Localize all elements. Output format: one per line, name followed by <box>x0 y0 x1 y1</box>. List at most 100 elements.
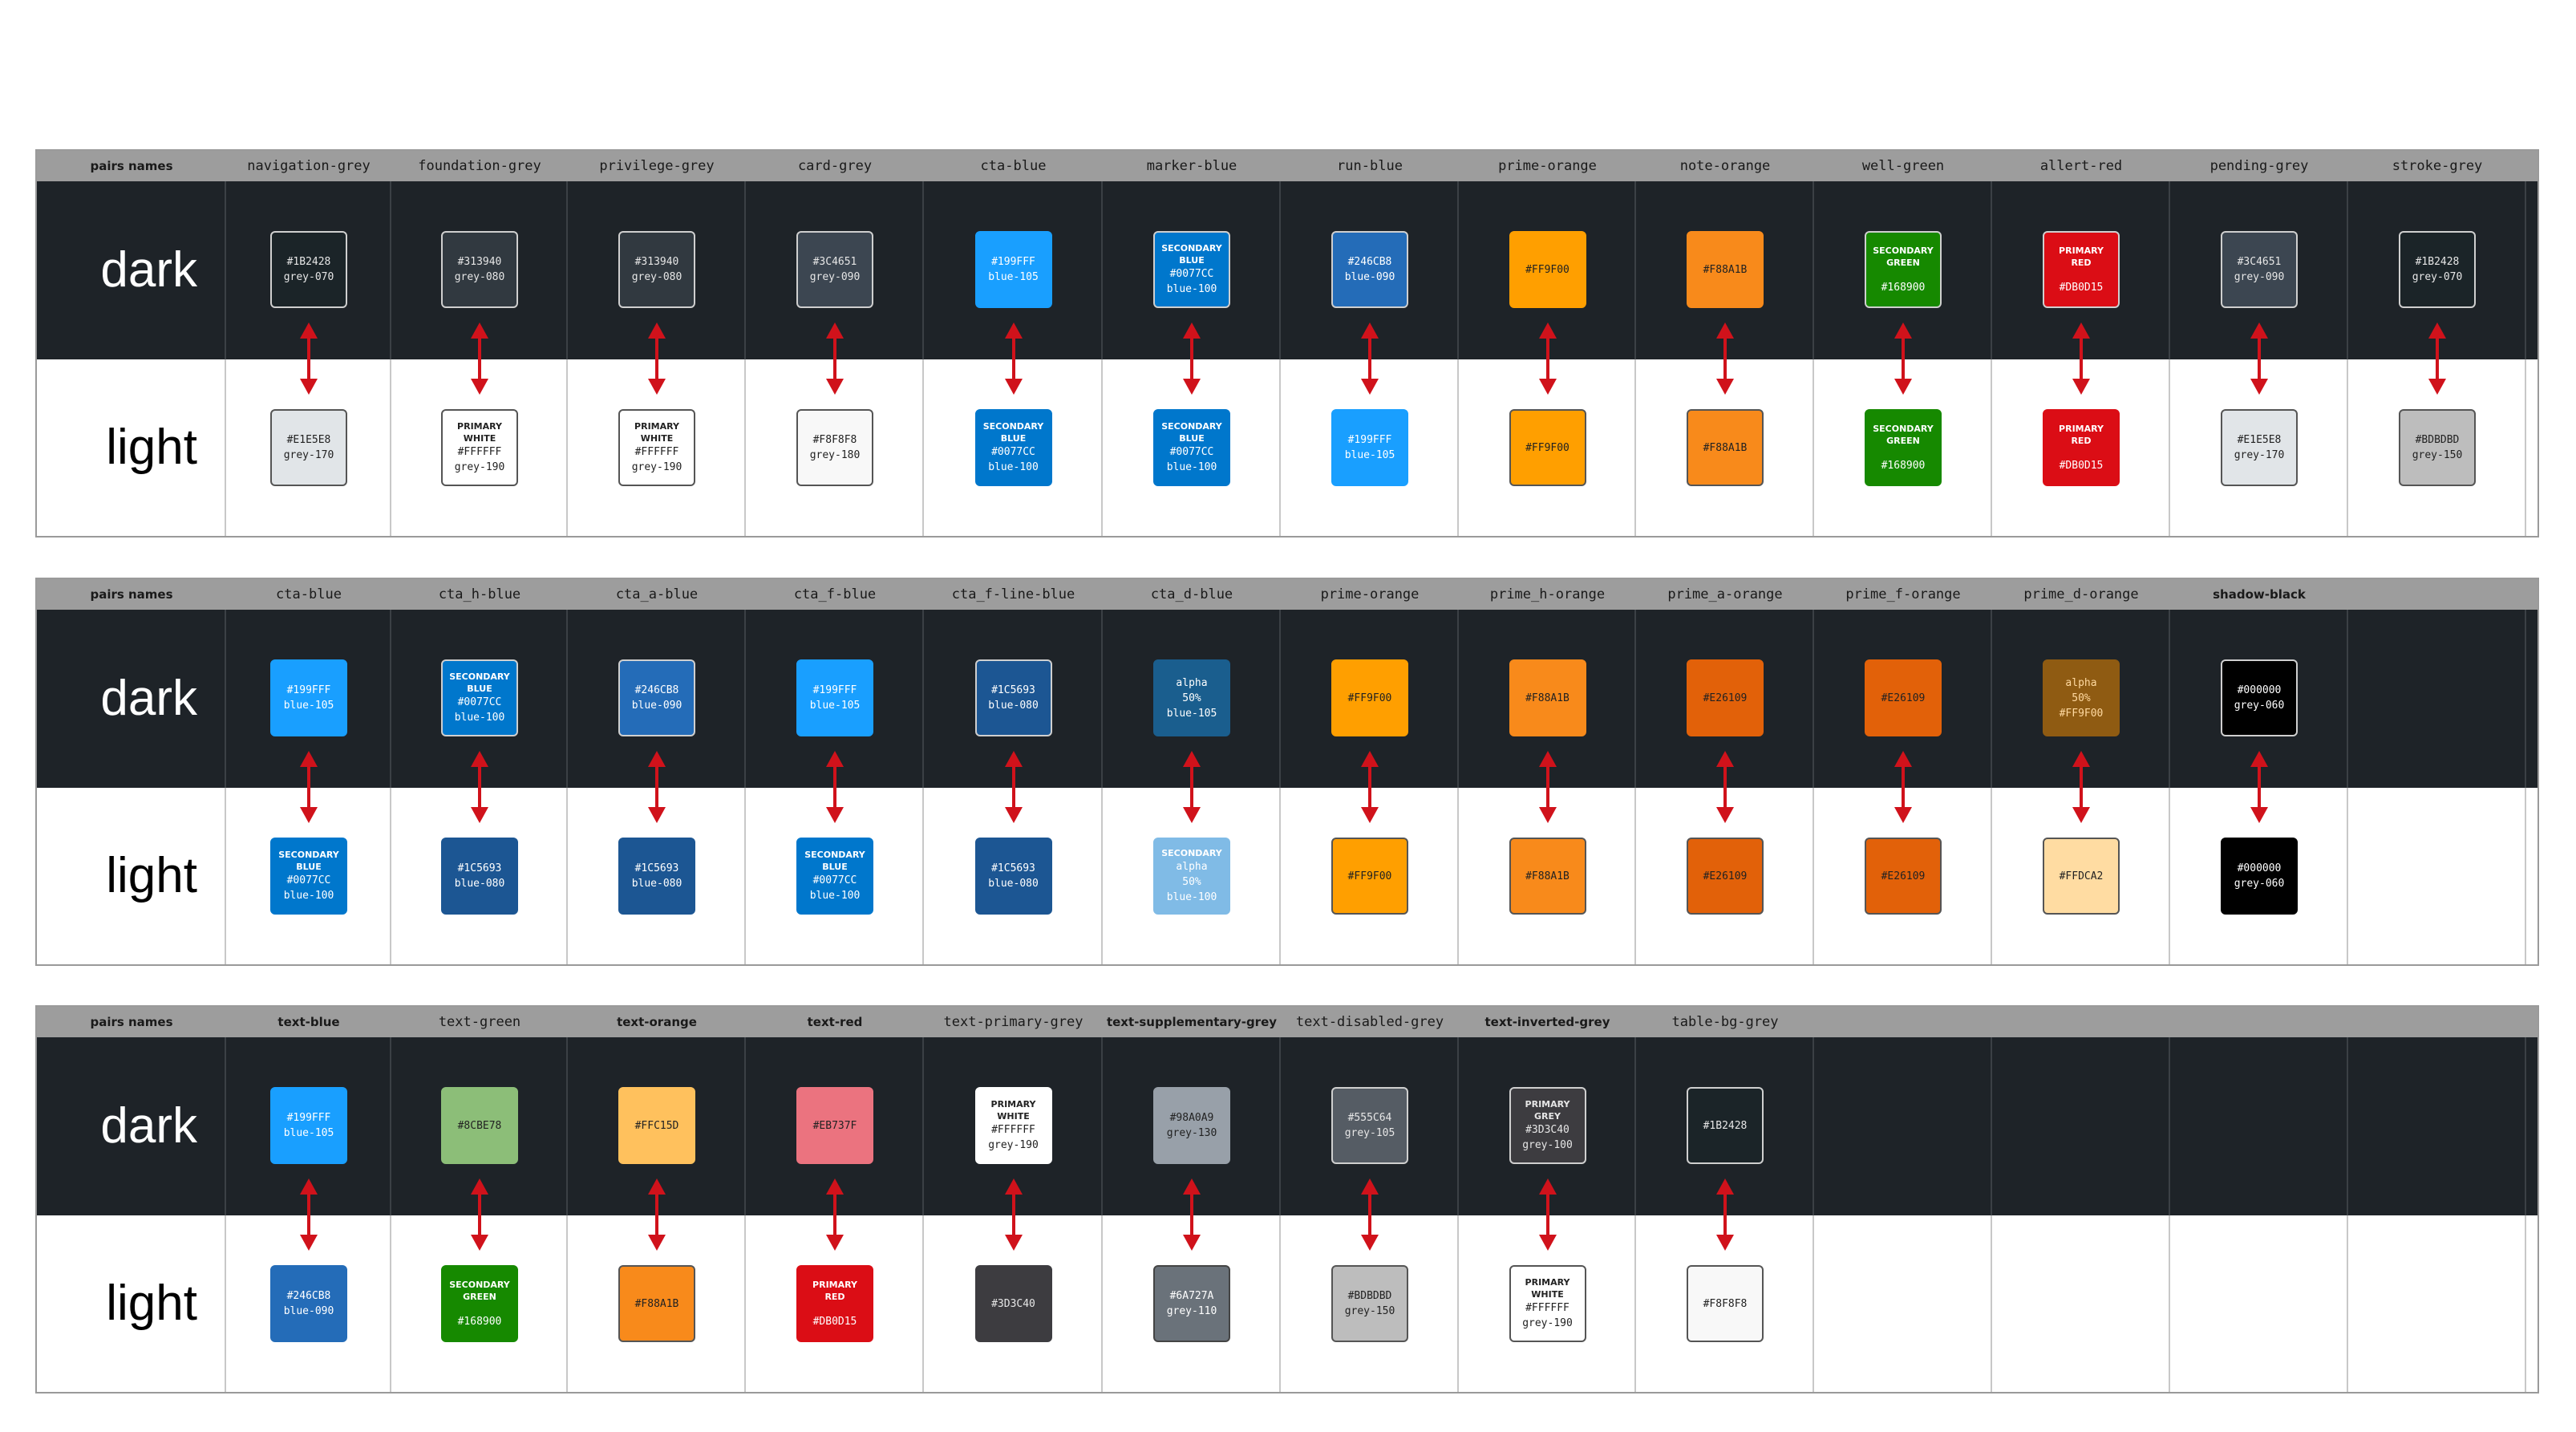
color-swatch-dark: #F88A1B <box>1509 659 1586 736</box>
double-arrow-icon <box>471 323 488 395</box>
double-arrow-icon <box>1361 1178 1379 1251</box>
double-arrow-icon <box>1894 323 1912 395</box>
column-divider <box>2169 1037 2170 1392</box>
column-divider <box>744 610 746 964</box>
swatch-text: blue-105 <box>809 700 861 712</box>
color-swatch-light: #000000 grey-060 <box>2221 838 2298 915</box>
swatch-text: PRIMARY <box>634 421 679 432</box>
column-divider <box>225 181 226 536</box>
swatch-text: WHITE <box>640 433 674 444</box>
color-swatch-light: #F88A1B <box>618 1265 695 1342</box>
swatch-text: #0077CC <box>1169 446 1214 458</box>
header-column-name: prime-orange <box>1498 158 1597 174</box>
double-arrow-icon <box>2428 323 2446 395</box>
swatch-text: #3C4651 <box>812 256 857 268</box>
color-swatch-dark: #E26109 <box>1687 659 1764 736</box>
swatch-text: blue-090 <box>631 700 682 712</box>
swatch-text: #199FFF <box>286 684 331 696</box>
column-divider <box>1279 788 1281 964</box>
column-divider <box>566 359 568 536</box>
swatch-text: #000000 <box>2237 684 2282 696</box>
column-divider <box>390 610 391 964</box>
header-column-name: navigation-grey <box>247 158 371 174</box>
light-label: light <box>106 1276 197 1331</box>
header-column-name: text-orange <box>617 1015 697 1029</box>
column-divider <box>566 181 568 536</box>
swatch-text: SECONDARY <box>449 1279 510 1290</box>
color-swatch-light: #FF9F00 <box>1331 838 1408 915</box>
color-swatch-light: #1C5693 blue-080 <box>441 838 518 915</box>
column-divider <box>744 359 746 536</box>
color-swatch-dark: SECONDARY BLUE #0077CC blue-100 <box>441 659 518 736</box>
swatch-text: #BDBDBD <box>2415 434 2460 446</box>
column-divider <box>2347 788 2348 964</box>
header-column-name: prime_a-orange <box>1667 586 1783 602</box>
swatch-text: GREEN <box>1886 435 1920 446</box>
header-column-name: shadow-black <box>2213 587 2306 602</box>
color-swatch-light: SECONDARY GREEN #168900 <box>441 1265 518 1342</box>
swatch-text: #0077CC <box>457 696 502 708</box>
swatch-text: grey-080 <box>454 271 505 283</box>
color-swatch-dark: #199FFF blue-105 <box>270 1087 347 1164</box>
column-divider <box>2347 181 2348 536</box>
swatch-text: #1C5693 <box>634 862 679 874</box>
swatch-text: #0077CC <box>991 446 1035 458</box>
swatch-text: SECONDARY <box>1161 848 1222 858</box>
swatch-text: #168900 <box>457 1315 502 1328</box>
color-swatch-light: #1C5693 blue-080 <box>618 838 695 915</box>
swatch-text: PRIMARY <box>990 1099 1036 1109</box>
swatch-text: #1C5693 <box>457 862 502 874</box>
swatch-text: #BDBDBD <box>1347 1290 1392 1302</box>
column-divider <box>2169 610 2170 964</box>
color-swatch-dark: #199FFF blue-105 <box>270 659 347 736</box>
swatch-text: #246CB8 <box>1347 256 1392 268</box>
color-swatch-light: #3D3C40 <box>974 1265 1052 1342</box>
swatch-text: WHITE <box>463 433 496 444</box>
column-divider <box>1634 1037 1636 1392</box>
column-divider <box>1279 359 1281 536</box>
color-swatch-light: #1C5693 blue-080 <box>974 838 1052 915</box>
swatch-text: #FFFFFF <box>991 1124 1035 1136</box>
color-swatch-dark: #313940 grey-080 <box>618 231 695 308</box>
column-divider <box>1813 181 1814 536</box>
swatch-text: #FFC15D <box>634 1119 679 1132</box>
swatch-text: blue-080 <box>454 878 505 890</box>
column-divider <box>1991 181 1992 536</box>
swatch-text: SECONDARY <box>1873 423 1934 434</box>
swatch-text: #199FFF <box>812 684 857 696</box>
dark-label: dark <box>100 671 197 726</box>
swatch-text: #FFDCA2 <box>2059 870 2104 882</box>
swatch-text: BLUE <box>467 684 492 694</box>
column-divider <box>922 610 924 964</box>
swatch-text: #313940 <box>457 256 502 268</box>
column-divider <box>922 1037 924 1392</box>
swatch-text: grey-150 <box>2412 449 2463 461</box>
double-arrow-icon <box>1716 1178 1734 1251</box>
swatch-text: RED <box>824 1291 845 1302</box>
swatch-text: #313940 <box>634 256 679 268</box>
swatch-text: SECONDARY <box>449 671 510 682</box>
swatch-text: grey-130 <box>1166 1127 1217 1139</box>
header-column-name: text-primary-grey <box>943 1014 1083 1030</box>
swatch-text: RED <box>2071 435 2092 446</box>
swatch-text: grey-110 <box>1166 1305 1217 1317</box>
swatch-text: blue-105 <box>988 271 1039 283</box>
header-column-name: prime-orange <box>1320 586 1420 602</box>
header-column-name: text-supplementary-grey <box>1106 1015 1278 1029</box>
swatch-text: BLUE <box>1179 255 1205 266</box>
swatch-text: grey-080 <box>631 271 682 283</box>
color-swatch-dark: #555C64 grey-105 <box>1331 1087 1408 1164</box>
color-swatch-dark: #3C4651 grey-090 <box>2221 231 2298 308</box>
swatch-text: #DB0D15 <box>2059 281 2104 294</box>
swatch-text: grey-190 <box>454 461 505 473</box>
double-arrow-icon <box>1894 751 1912 823</box>
swatch-text: BLUE <box>822 862 848 872</box>
pairs-table: pairs names dark light text-blue #199FFF blue… <box>35 1005 2539 1393</box>
column-divider <box>1457 1215 1459 1392</box>
color-swatch-light: #F8F8F8 <box>1687 1265 1764 1342</box>
color-swatch-dark: PRIMARY RED #DB0D15 <box>2043 231 2120 308</box>
color-swatch-light: #F88A1B <box>1509 838 1586 915</box>
column-divider <box>1813 1215 1814 1392</box>
column-divider <box>2169 181 2170 536</box>
swatch-text: WHITE <box>997 1111 1030 1122</box>
